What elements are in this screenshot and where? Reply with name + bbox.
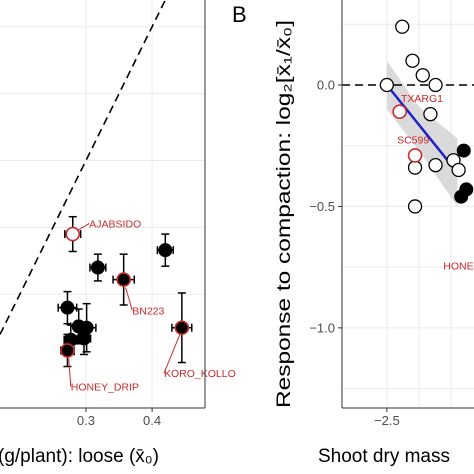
data-point (428, 77, 443, 93)
annotation-label: TXARG1 (401, 93, 443, 105)
panel-a-x-axis-title: (g/plant): loose (x̄₀) (0, 446, 159, 467)
data-point (392, 104, 407, 120)
data-point (407, 199, 423, 214)
data-point (395, 19, 410, 34)
data-point (407, 160, 423, 175)
fit-line (385, 84, 459, 174)
x-tick-label: 0.3 (77, 413, 95, 428)
annotation-leader (125, 287, 133, 311)
identity-line (0, 0, 167, 335)
panel-b-annotation-labels: TXARG1 SC599 HONEY (397, 93, 474, 273)
annotation-label: HONEY_DRIP (71, 382, 139, 394)
data-point (71, 319, 86, 334)
panel-b-letter: B (232, 2, 247, 27)
x-tick-label: −2.5 (374, 413, 400, 428)
data-point (428, 157, 443, 173)
data-point (379, 77, 395, 93)
data-point (60, 343, 75, 358)
panel-a-grid (0, 0, 205, 408)
panel-b-x-axis-title: Shoot dry mass (318, 446, 450, 467)
data-point (174, 320, 190, 336)
panel-b-y-ticks: 0.0 −0.5 −1.0 (309, 78, 342, 335)
panel-a-annotation-leaders (68, 222, 181, 387)
panel-a: AJABSIDO BN223 KORO_KOLLO HONEY_DRIP 0.3 0.4… (0, 0, 236, 467)
y-tick-label: −0.5 (309, 199, 335, 214)
data-point (451, 162, 466, 178)
data-point (454, 189, 469, 204)
annotation-label: KORO_KOLLO (164, 368, 236, 380)
data-point (405, 53, 420, 68)
panel-a-points (60, 226, 190, 358)
annotation-leader (68, 358, 72, 387)
x-tick-label: 0.4 (143, 413, 161, 428)
panel-a-x-ticks: 0.3 0.4 (77, 408, 161, 428)
data-point (76, 331, 91, 346)
data-point (415, 68, 430, 83)
panel-b: B TXARG1 SC599 HONEY 0.0 −0.5 −1.0 −2.5 Resp… (232, 0, 474, 467)
panel-b-points (379, 19, 474, 214)
panel-a-annotation-labels: AJABSIDO BN223 KORO_KOLLO HONEY_DRIP (71, 218, 236, 393)
y-tick-label: 0.0 (317, 78, 335, 93)
data-point (423, 106, 438, 122)
panel-b-y-axis-title: Response to compaction: log₂[x̄₁/x̄₀] (274, 20, 295, 408)
annotation-label: AJABSIDO (89, 218, 141, 230)
data-point (456, 143, 471, 158)
data-point (407, 148, 423, 163)
panel-b-fit-line (385, 84, 459, 174)
panel-b-plot-area (342, 0, 474, 408)
panel-a-plot-area (0, 0, 205, 408)
annotation-label: BN223 (132, 305, 164, 317)
data-point (116, 272, 131, 287)
data-point (158, 243, 173, 258)
panel-b-x-ticks: −2.5 (374, 408, 400, 428)
annotation-leader (163, 334, 181, 374)
data-point (65, 226, 81, 242)
annotation-label: SC599 (397, 134, 429, 146)
y-tick-label: −1.0 (309, 320, 335, 335)
annotation-label: HONEY (443, 261, 474, 273)
panel-a-identity-line (0, 0, 167, 335)
data-point (60, 300, 75, 315)
data-point (90, 260, 105, 275)
